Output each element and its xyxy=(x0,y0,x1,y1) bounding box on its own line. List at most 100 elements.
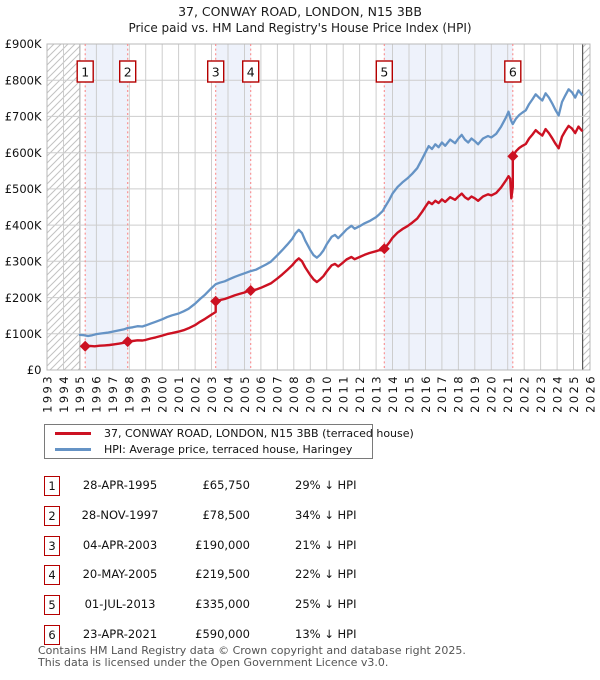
x-axis-label: 2013 xyxy=(369,374,383,413)
sale-vs-hpi: 29% ↓ HPI xyxy=(295,478,357,492)
sale-marker-diamond xyxy=(210,295,222,307)
sale-date: 28-APR-1995 xyxy=(82,478,158,492)
table-row: 2 28-NOV-1997 £78,500 34% ↓ HPI xyxy=(44,502,584,532)
x-axis-label: 2023 xyxy=(534,374,548,413)
table-row: 5 01-JUL-2013 £335,000 25% ↓ HPI xyxy=(44,591,584,621)
x-axis-label: 2003 xyxy=(205,374,219,413)
sale-price: £190,000 xyxy=(195,537,250,552)
x-axis-label: 2026 xyxy=(583,374,597,413)
sale-number-label: 1 xyxy=(81,65,89,80)
sale-number-box xyxy=(118,60,137,83)
x-axis-label: 1994 xyxy=(57,374,71,413)
page-subtitle: Price paid vs. HM Land Registry's House … xyxy=(128,21,472,35)
property-line-swatch xyxy=(55,432,91,435)
sale-price: £78,500 xyxy=(202,507,250,522)
sale-price: £590,000 xyxy=(195,626,250,641)
license-footer: Contains HM Land Registry data © Crown c… xyxy=(38,644,578,670)
y-axis-label: £400K xyxy=(5,218,42,232)
y-axis-label: £0 xyxy=(27,363,42,377)
sale-number-box xyxy=(375,60,393,83)
x-axis-label: 2020 xyxy=(485,374,499,413)
x-axis-label: 2008 xyxy=(287,374,301,413)
sale-number-label: 2 xyxy=(124,65,132,80)
x-axis-label: 2007 xyxy=(271,374,285,413)
no-data-hatch xyxy=(582,44,590,370)
sale-date: 04-APR-2003 xyxy=(82,537,158,552)
x-axis-label: 1998 xyxy=(123,374,137,413)
y-axis-label: £600K xyxy=(5,146,42,160)
sale-vs-hpi: 34% ↓ HPI xyxy=(295,507,357,522)
x-axis-label: 2005 xyxy=(238,374,252,413)
x-axis-label: 2006 xyxy=(254,374,268,413)
sale-number-badge: 4 xyxy=(44,565,60,586)
sale-date: 23-APR-2021 xyxy=(82,626,158,641)
legend-item-hpi: HPI: Average price, terraced house, Hari… xyxy=(45,443,372,456)
sale-marker-diamond xyxy=(122,336,134,348)
chart-svg: 1 2 3 4 5 6 £0 £100K £200K £300K £400K £500K £600K £7… xyxy=(5,37,598,413)
x-axis-label: 2000 xyxy=(156,374,170,413)
sale-number-badge: 3 xyxy=(44,535,60,556)
footer-line2: This data is licensed under the Open Gov… xyxy=(38,656,389,670)
page-title: 37, CONWAY ROAD, LONDON, N15 3BB xyxy=(178,4,422,19)
x-axis-label: 2004 xyxy=(221,374,235,413)
y-axis-label: £200K xyxy=(5,291,42,305)
x-axis-label: 2022 xyxy=(518,374,532,413)
legend-item-property: 37, CONWAY ROAD, LONDON, N15 3BB (terrac… xyxy=(45,427,414,440)
x-axis-label: 2015 xyxy=(402,374,416,413)
x-axis-label: 1993 xyxy=(40,374,54,413)
footer-line1: Contains HM Land Registry data © Crown c… xyxy=(38,644,466,657)
sale-number-badge: 1 xyxy=(44,476,60,496)
sale-date: 20-MAY-2005 xyxy=(82,567,158,582)
sale-number-box xyxy=(76,60,94,83)
table-row: 4 20-MAY-2005 £219,500 22% ↓ HPI xyxy=(44,561,584,591)
x-axis-label: 1999 xyxy=(139,374,153,413)
x-axis-label: 2024 xyxy=(550,374,564,413)
sale-marker-diamond xyxy=(79,340,91,352)
sale-vs-hpi: 13% ↓ HPI xyxy=(295,626,357,641)
y-axis-label: £700K xyxy=(5,110,42,124)
sale-number-badge: 2 xyxy=(44,505,60,526)
sale-price: £219,500 xyxy=(195,567,250,582)
sale-number-label: 3 xyxy=(212,65,220,80)
price-chart: 1 2 3 4 5 6 £0 £100K £200K £300K £400K £500K £600K £7… xyxy=(5,37,598,413)
y-axis-label: £500K xyxy=(5,182,42,196)
x-axis-label: 2016 xyxy=(419,374,433,413)
x-axis-label: 2002 xyxy=(188,374,202,413)
sale-date: 01-JUL-2013 xyxy=(84,597,156,612)
sale-price: £335,000 xyxy=(195,597,250,612)
table-row: 3 04-APR-2003 £190,000 21% ↓ HPI xyxy=(44,532,584,562)
sales-table: 1 28-APR-1995 £65,750 29% ↓ HPI 2 28-NOV… xyxy=(44,472,584,651)
y-axis-label: £300K xyxy=(5,255,42,269)
x-axis-label: 2009 xyxy=(304,374,318,413)
legend-item-label: HPI: Average price, terraced house, Hari… xyxy=(104,443,353,456)
hpi-line xyxy=(78,88,583,338)
x-axis-label: 2017 xyxy=(435,374,449,413)
sale-number-box xyxy=(206,60,225,83)
sale-number-badge: 6 xyxy=(44,624,60,645)
sale-number-box xyxy=(504,60,522,83)
hpi-line-swatch xyxy=(55,448,91,451)
sale-marker-diamond xyxy=(245,285,257,296)
y-axis-label: £100K xyxy=(5,327,42,341)
sale-marker-diamond xyxy=(378,243,390,255)
sale-number-label: 6 xyxy=(509,65,517,80)
x-axis-label: 2021 xyxy=(501,374,515,413)
sale-number-badge: 5 xyxy=(44,595,60,616)
x-axis-label: 2025 xyxy=(567,374,581,413)
sale-date: 28-NOV-1997 xyxy=(81,507,159,522)
x-axis-label: 2012 xyxy=(353,374,367,413)
x-axis-label: 2001 xyxy=(172,374,186,413)
sale-vs-hpi: 21% ↓ HPI xyxy=(295,537,357,552)
x-axis-label: 1997 xyxy=(106,374,120,413)
y-axis-label: £800K xyxy=(5,73,42,87)
sale-vs-hpi: 25% ↓ HPI xyxy=(295,597,357,612)
x-axis-label: 1996 xyxy=(90,374,104,413)
sale-number-label: 5 xyxy=(380,65,388,80)
ownership-band xyxy=(85,44,128,370)
ownership-band xyxy=(215,44,251,370)
x-axis-label: 2019 xyxy=(468,374,482,413)
table-row: 6 23-APR-2021 £590,000 13% ↓ HPI xyxy=(44,621,584,651)
chart-legend: 37, CONWAY ROAD, LONDON, N15 3BB (terrac… xyxy=(44,424,414,459)
x-axis-label: 2014 xyxy=(386,374,400,413)
